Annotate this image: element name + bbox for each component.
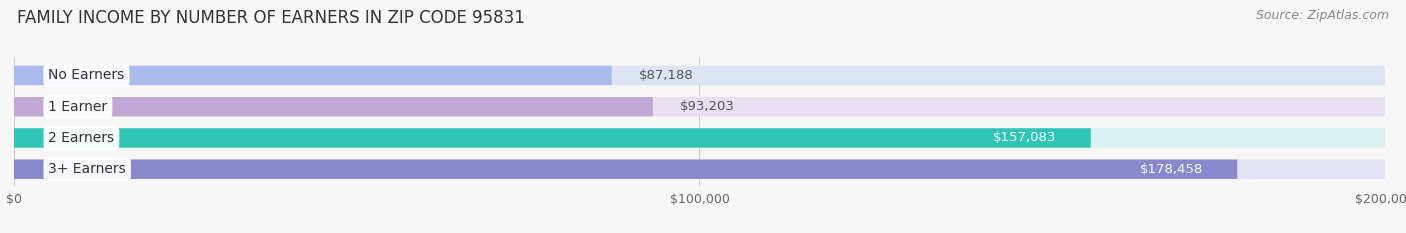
FancyBboxPatch shape (14, 66, 1385, 85)
Text: FAMILY INCOME BY NUMBER OF EARNERS IN ZIP CODE 95831: FAMILY INCOME BY NUMBER OF EARNERS IN ZI… (17, 9, 524, 27)
Text: $93,203: $93,203 (681, 100, 735, 113)
Text: 2 Earners: 2 Earners (48, 131, 114, 145)
FancyBboxPatch shape (14, 66, 612, 85)
FancyBboxPatch shape (14, 97, 652, 116)
Text: $87,188: $87,188 (640, 69, 693, 82)
Text: $178,458: $178,458 (1140, 163, 1204, 176)
Text: $157,083: $157,083 (993, 131, 1056, 144)
Text: 1 Earner: 1 Earner (48, 100, 107, 114)
Text: Source: ZipAtlas.com: Source: ZipAtlas.com (1256, 9, 1389, 22)
Text: 3+ Earners: 3+ Earners (48, 162, 127, 176)
FancyBboxPatch shape (14, 128, 1091, 148)
Text: No Earners: No Earners (48, 69, 125, 82)
FancyBboxPatch shape (14, 97, 1385, 116)
FancyBboxPatch shape (14, 160, 1385, 179)
FancyBboxPatch shape (14, 128, 1385, 148)
FancyBboxPatch shape (14, 160, 1237, 179)
